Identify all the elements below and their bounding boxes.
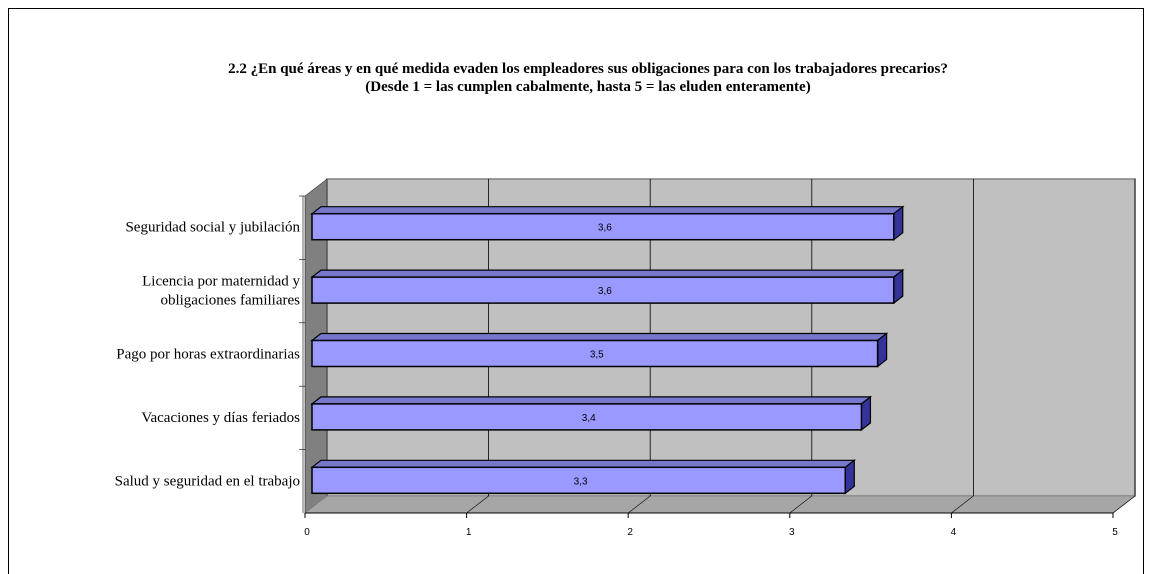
- data-label: 3,6: [598, 223, 612, 234]
- x-tick-label: 1: [466, 527, 472, 538]
- data-label: 3,3: [574, 476, 588, 487]
- bar-top: [310, 396, 873, 405]
- plot-floor: [303, 495, 1137, 514]
- floor-gridline: [1112, 495, 1136, 514]
- x-tick-label: 5: [1112, 527, 1118, 538]
- data-label: 3,6: [598, 286, 612, 297]
- bar: [311, 212, 895, 241]
- category-label: Vacaciones y días feriados: [141, 410, 300, 426]
- x-tick-label: 0: [304, 527, 310, 538]
- bar-top: [310, 269, 905, 278]
- bar: [311, 403, 863, 431]
- chart-title: 2.2 ¿En qué áreas y en qué medida evaden…: [20, 60, 1152, 96]
- data-label: 3,4: [582, 413, 596, 424]
- data-label: 3,5: [590, 350, 604, 361]
- chart-subtitle: (Desde 1 = las cumplen cabalmente, hasta…: [365, 79, 811, 95]
- category-label: obligaciones familiares: [160, 293, 300, 309]
- x-tick-label: 4: [951, 527, 957, 538]
- x-tick-label: 3: [789, 527, 795, 538]
- category-label: Pago por horas extraordinarias: [116, 347, 300, 363]
- floor-gridline: [466, 495, 489, 514]
- bar: [311, 276, 895, 304]
- floor-gridline: [951, 495, 974, 514]
- category-label: Salud y seguridad en el trabajo: [115, 473, 300, 489]
- bar: [311, 466, 847, 495]
- floor-gridline: [628, 495, 651, 514]
- bar-top: [310, 459, 857, 468]
- category-label: Licencia por maternidad y: [142, 274, 300, 290]
- x-tick-label: 2: [627, 527, 633, 538]
- category-label: Seguridad social y jubilación: [125, 220, 300, 236]
- bar-top: [310, 206, 905, 215]
- bar-top: [310, 332, 889, 342]
- floor-gridline: [789, 495, 812, 514]
- bar: [311, 339, 879, 368]
- chart-title-line: 2.2 ¿En qué áreas y en qué medida evaden…: [228, 61, 948, 77]
